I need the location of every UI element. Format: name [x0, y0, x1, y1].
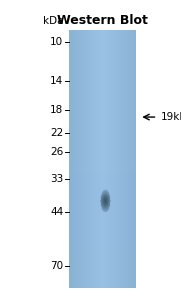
Text: Western Blot: Western Blot [57, 14, 148, 27]
Text: 44: 44 [50, 207, 63, 217]
Text: 26: 26 [50, 147, 63, 157]
Text: 70: 70 [50, 261, 63, 271]
Text: 19kDa: 19kDa [161, 112, 181, 122]
Text: 14: 14 [50, 76, 63, 86]
Text: 33: 33 [50, 174, 63, 184]
Text: 18: 18 [50, 105, 63, 115]
Text: kDa: kDa [43, 16, 63, 26]
Text: 10: 10 [50, 37, 63, 47]
Text: 22: 22 [50, 128, 63, 138]
